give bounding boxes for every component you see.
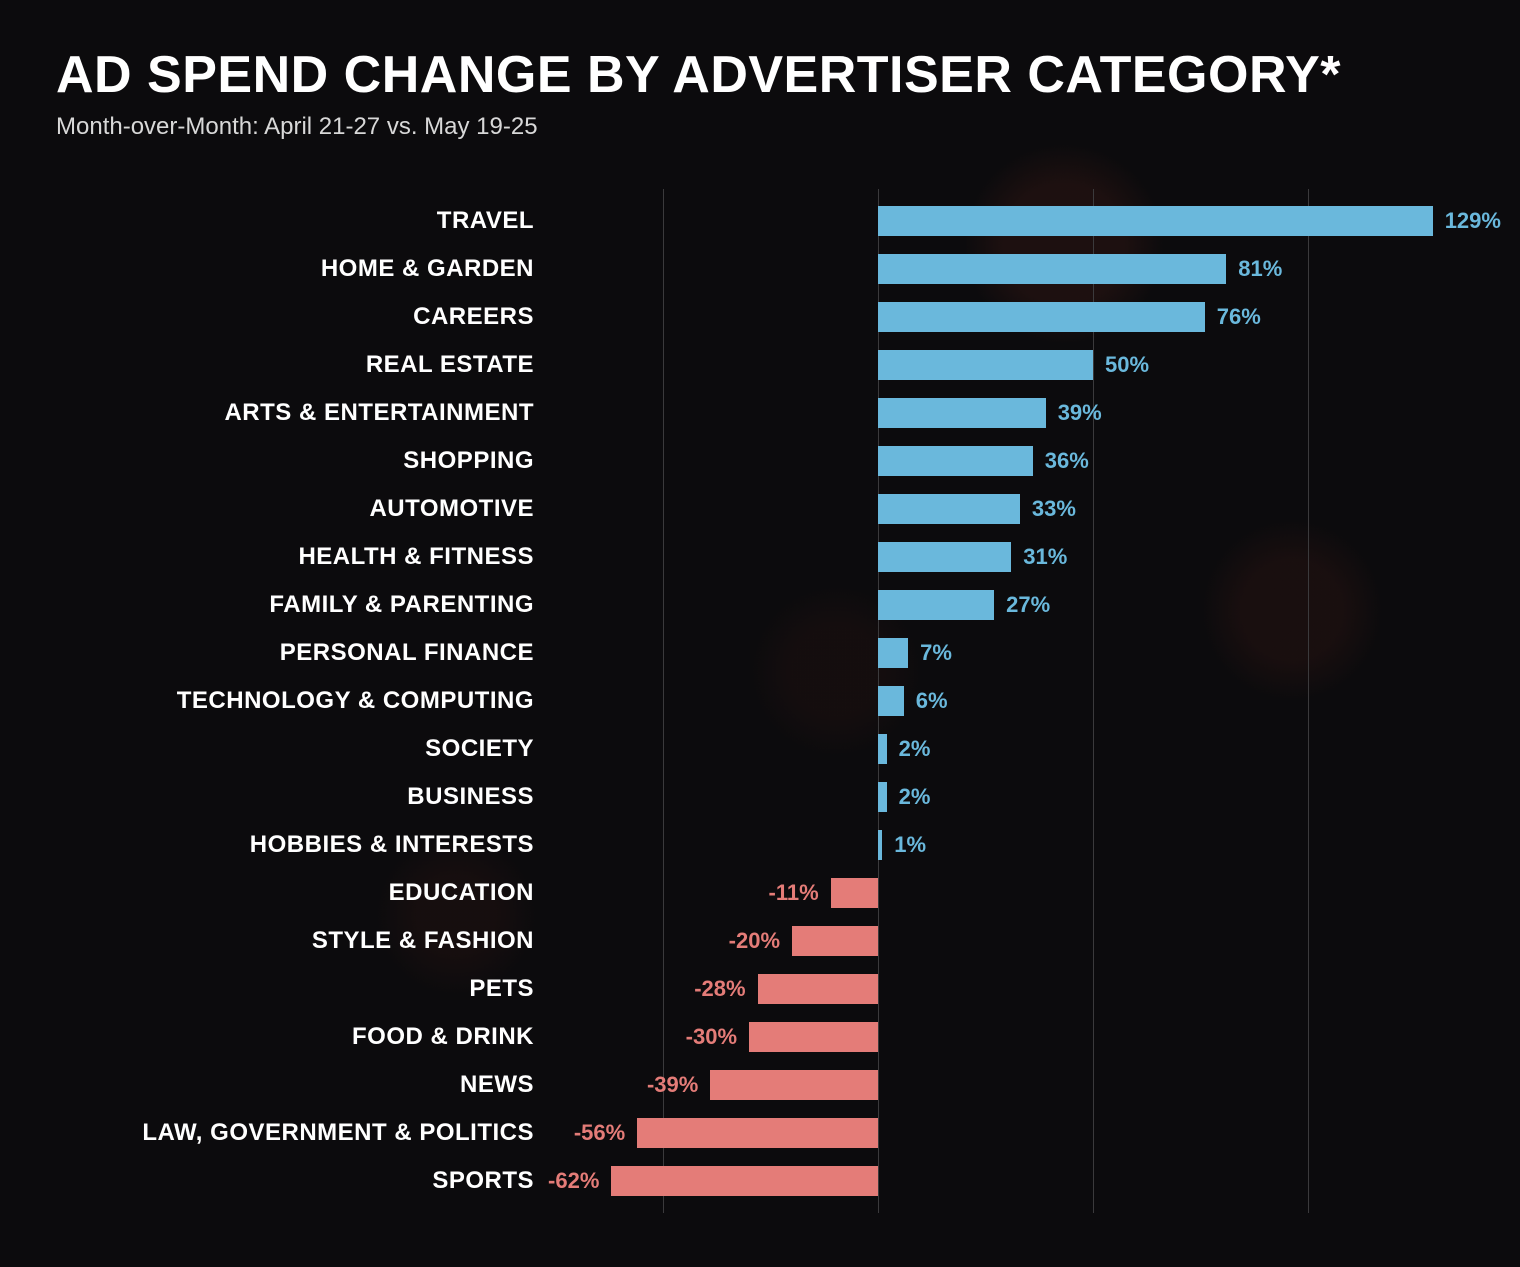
bar-row: FOOD & DRINK -30%: [56, 1013, 1464, 1061]
bar-row: HEALTH & FITNESS 31%: [56, 533, 1464, 581]
category-label: HEALTH & FITNESS: [56, 543, 534, 571]
value-label: 81%: [1238, 256, 1282, 282]
value-label: 36%: [1045, 448, 1089, 474]
category-label: SPORTS: [56, 1167, 534, 1195]
value-label: -62%: [548, 1168, 599, 1194]
bar-row: TECHNOLOGY & COMPUTING 6%: [56, 677, 1464, 725]
bar-row: REAL ESTATE 50%: [56, 341, 1464, 389]
value-label: -56%: [574, 1120, 625, 1146]
value-label: -11%: [769, 880, 819, 906]
value-label: 129%: [1445, 208, 1501, 234]
bar-negative: [749, 1022, 878, 1052]
category-label: STYLE & FASHION: [56, 927, 534, 955]
chart-title: AD SPEND CHANGE BY ADVERTISER CATEGORY*: [56, 48, 1464, 103]
bar-negative: [792, 926, 878, 956]
bar-row: TRAVEL129%: [56, 197, 1464, 245]
bar-positive: [878, 782, 887, 812]
category-label: HOME & GARDEN: [56, 255, 534, 283]
bar-row: LAW, GOVERNMENT & POLITICS -56%: [56, 1109, 1464, 1157]
bar-positive: [878, 830, 882, 860]
bar-row: BUSINESS 2%: [56, 773, 1464, 821]
value-label: -20%: [729, 928, 780, 954]
value-label: -39%: [647, 1072, 698, 1098]
category-label: NEWS: [56, 1071, 534, 1099]
bar-positive: [878, 446, 1033, 476]
category-label: REAL ESTATE: [56, 351, 534, 379]
value-label: 50%: [1105, 352, 1149, 378]
bar-row: HOBBIES & INTERESTS 1%: [56, 821, 1464, 869]
value-label: 31%: [1023, 544, 1067, 570]
bar-negative: [710, 1070, 878, 1100]
bar-row: STYLE & FASHION -20%: [56, 917, 1464, 965]
bar-positive: [878, 542, 1011, 572]
category-label: HOBBIES & INTERESTS: [56, 831, 534, 859]
value-label: 2%: [899, 784, 931, 810]
value-label: 76%: [1217, 304, 1261, 330]
category-label: ARTS & ENTERTAINMENT: [56, 399, 534, 427]
bar-positive: [878, 686, 904, 716]
bar-positive: [878, 350, 1093, 380]
bar-row: PERSONAL FINANCE 7%: [56, 629, 1464, 677]
category-label: AUTOMOTIVE: [56, 495, 534, 523]
bar-row: AUTOMOTIVE 33%: [56, 485, 1464, 533]
bar-row: NEWS -39%: [56, 1061, 1464, 1109]
category-label: CAREERS: [56, 303, 534, 331]
value-label: 33%: [1032, 496, 1076, 522]
value-label: -30%: [686, 1024, 737, 1050]
bar-positive: [878, 398, 1046, 428]
category-label: TRAVEL: [56, 207, 534, 235]
bar-positive: [878, 734, 887, 764]
bar-negative: [831, 878, 878, 908]
category-label: EDUCATION: [56, 879, 534, 907]
bar-positive: [878, 638, 908, 668]
bar-chart: TRAVEL129% HOME & GARDEN 81% CAREERS 76% REAL…: [56, 197, 1464, 1227]
bar-negative: [758, 974, 878, 1004]
category-label: FAMILY & PARENTING: [56, 591, 534, 619]
bar-negative: [611, 1166, 878, 1196]
value-label: 7%: [920, 640, 952, 666]
category-label: FOOD & DRINK: [56, 1023, 534, 1051]
bar-positive: [878, 206, 1433, 236]
bar-row: ARTS & ENTERTAINMENT 39%: [56, 389, 1464, 437]
value-label: -28%: [694, 976, 745, 1002]
category-label: TECHNOLOGY & COMPUTING: [56, 687, 534, 715]
category-label: SHOPPING: [56, 447, 534, 475]
value-label: 1%: [894, 832, 926, 858]
bar-row: FAMILY & PARENTING 27%: [56, 581, 1464, 629]
category-label: PERSONAL FINANCE: [56, 639, 534, 667]
bar-row: SOCIETY 2%: [56, 725, 1464, 773]
category-label: BUSINESS: [56, 783, 534, 811]
category-label: LAW, GOVERNMENT & POLITICS: [56, 1119, 534, 1147]
bar-positive: [878, 590, 994, 620]
bar-row: SPORTS -62%: [56, 1157, 1464, 1205]
value-label: 27%: [1006, 592, 1050, 618]
value-label: 2%: [899, 736, 931, 762]
bar-positive: [878, 302, 1205, 332]
chart-subtitle: Month-over-Month: April 21-27 vs. May 19…: [56, 113, 1464, 141]
value-label: 6%: [916, 688, 948, 714]
bar-row: PETS -28%: [56, 965, 1464, 1013]
bar-row: EDUCATION -11%: [56, 869, 1464, 917]
bar-negative: [637, 1118, 878, 1148]
bar-row: SHOPPING 36%: [56, 437, 1464, 485]
category-label: PETS: [56, 975, 534, 1003]
bar-row: CAREERS 76%: [56, 293, 1464, 341]
bar-row: HOME & GARDEN 81%: [56, 245, 1464, 293]
value-label: 39%: [1058, 400, 1102, 426]
bar-positive: [878, 494, 1020, 524]
bar-positive: [878, 254, 1226, 284]
category-label: SOCIETY: [56, 735, 534, 763]
